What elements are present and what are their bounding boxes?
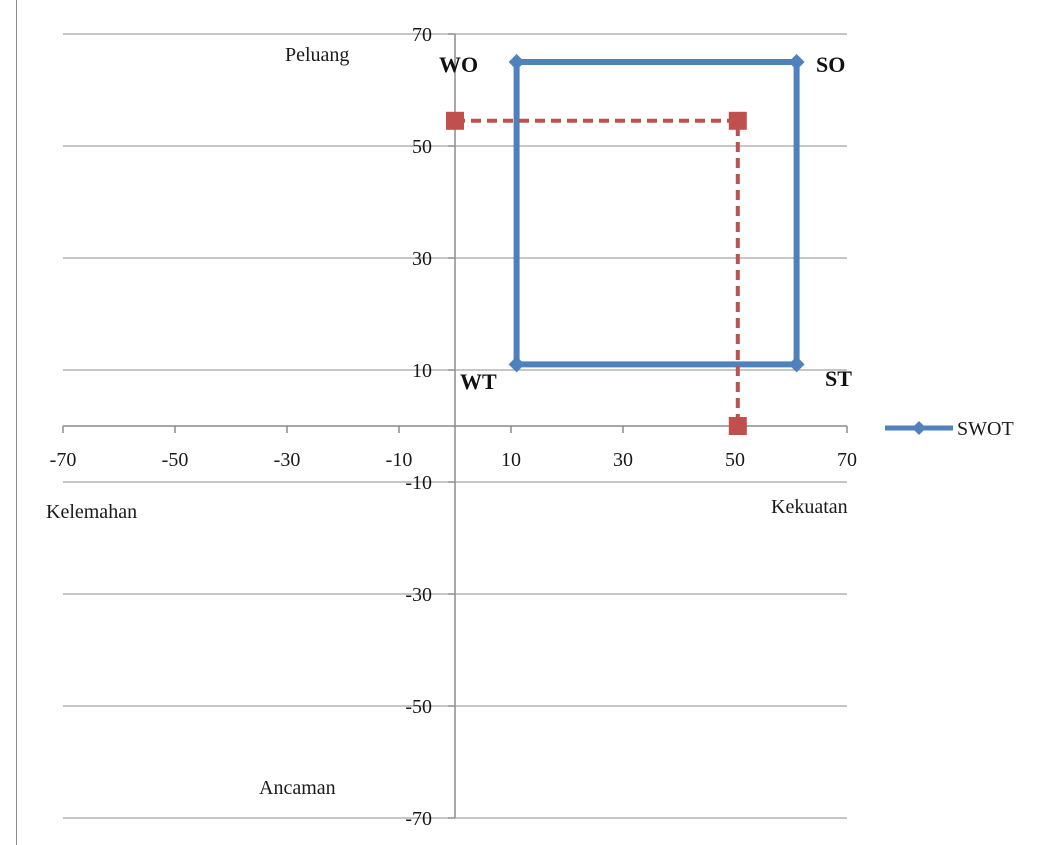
y-tick-label: -10 — [405, 472, 432, 494]
x-axis-ticks: -70 -50 -30 -10 10 30 50 70 — [50, 426, 857, 471]
y-tick-label: 70 — [412, 24, 432, 46]
data-point-marker — [446, 111, 464, 130]
chart-frame: -70 -50 -30 -10 10 30 50 70 -70 -50 -30 -10 10 30 50 7… — [16, 0, 1046, 845]
data-point-marker — [728, 417, 747, 435]
x-tick-label: -10 — [386, 449, 413, 471]
y-tick-label: 10 — [412, 360, 432, 382]
y-tick-label: -30 — [405, 584, 432, 606]
quadrant-label-st: ST — [825, 366, 852, 391]
y-tick-label: -70 — [405, 808, 432, 830]
data-point-marker — [508, 54, 525, 70]
data-point-marker — [788, 54, 805, 70]
quadrant-label-so: SO — [816, 52, 845, 77]
x-tick-label: -30 — [274, 449, 301, 471]
axis-label-peluang: Peluang — [285, 44, 349, 66]
x-tick-label: 70 — [837, 449, 857, 471]
swot-chart: -70 -50 -30 -10 10 30 50 70 -70 -50 -30 -10 10 30 50 7… — [46, 24, 1014, 830]
data-point-marker — [788, 356, 805, 373]
labels: Peluang Kelemahan Kekuatan Ancaman WO SO… — [46, 44, 852, 799]
axes — [63, 34, 847, 818]
y-tick-label: 30 — [412, 248, 432, 270]
series-line-0 — [513, 59, 800, 368]
x-tick-label: 30 — [613, 449, 633, 471]
data-point-marker — [728, 111, 747, 130]
quadrant-label-wo: WO — [439, 52, 478, 77]
y-tick-label: 50 — [412, 136, 432, 158]
legend: SWOT — [885, 418, 1014, 440]
axis-label-kelemahan: Kelemahan — [46, 501, 137, 523]
y-axis-ticks: -70 -50 -30 -10 10 30 50 70 — [405, 24, 455, 830]
y-tick-label: -50 — [405, 696, 432, 718]
series-layer — [446, 54, 805, 435]
axis-label-kekuatan: Kekuatan — [771, 496, 848, 518]
legend-marker-swot — [912, 421, 926, 435]
legend-label-swot: SWOT — [957, 418, 1014, 440]
axis-label-ancaman: Ancaman — [259, 777, 336, 799]
x-tick-label: -50 — [162, 449, 189, 471]
x-tick-label: 50 — [725, 449, 745, 471]
x-tick-label: 10 — [501, 449, 521, 471]
series-line-1 — [455, 118, 740, 426]
quadrant-label-wt: WT — [460, 369, 497, 394]
x-tick-label: -70 — [50, 449, 77, 471]
